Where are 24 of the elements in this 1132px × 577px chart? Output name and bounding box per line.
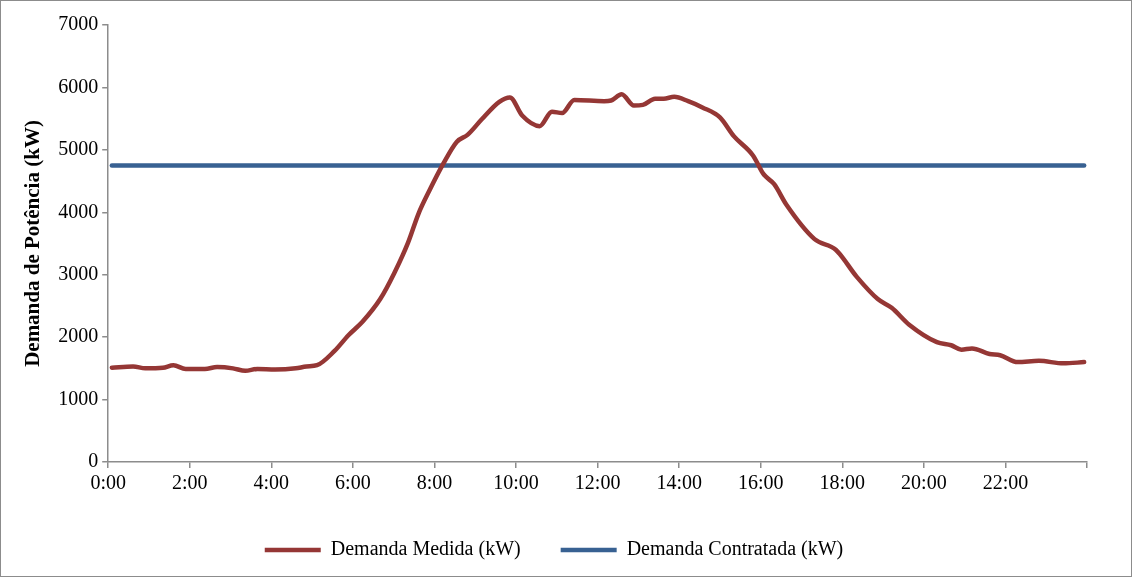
y-tick-label: 4000 [58,199,99,222]
legend-label: Demanda Medida (kW) [330,537,521,561]
y-axis-title: Demanda de Potência (kW) [20,120,45,367]
x-tick-label: 8:00 [416,471,453,494]
x-tick-label: 2:00 [171,471,208,494]
line-series [109,92,1087,374]
legend-label: Demanda Contratada (kW) [626,537,844,561]
y-tick-label: 5000 [58,137,99,160]
y-tick-label: 2000 [58,324,99,347]
x-tick-label: 4:00 [253,471,290,494]
x-tick-label: 18:00 [819,471,866,494]
x-tick-label: 16:00 [737,471,784,494]
x-tick-label: 12:00 [574,471,621,494]
x-tick-label: 0:00 [90,471,126,494]
y-tick-label: 0 [88,449,99,472]
y-tick-label: 7000 [58,12,99,35]
x-tick-label: 22:00 [982,471,1029,494]
y-tick-label: 6000 [58,74,99,97]
x-tick-label: 14:00 [656,471,702,494]
x-tick-label: 10:00 [493,471,539,494]
x-tick-label: 6:00 [335,471,371,494]
y-tick-label: 3000 [58,261,99,284]
y-tick-label: 1000 [58,386,99,409]
x-tick-label: 20:00 [901,471,947,494]
